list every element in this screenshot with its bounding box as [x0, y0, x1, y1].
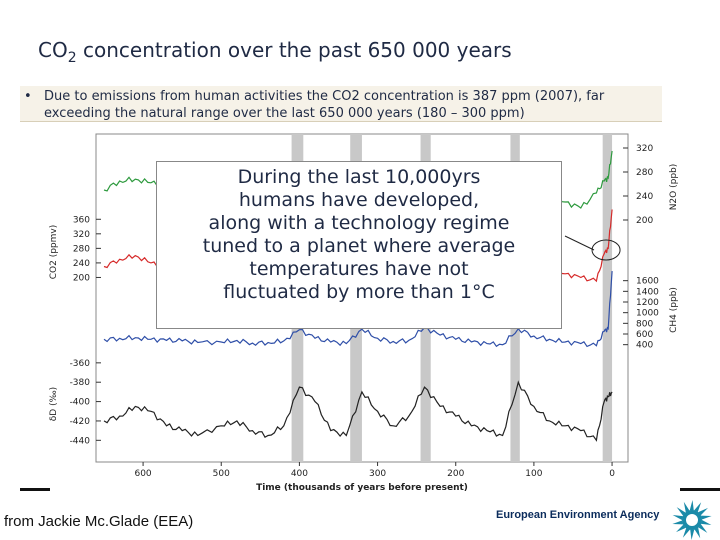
tick-label: 1200 — [636, 298, 659, 308]
tick-label: 280 — [73, 244, 90, 254]
logo-blade — [682, 528, 690, 538]
logo-blade — [701, 520, 712, 525]
eea-logo-icon — [672, 500, 712, 540]
x-tick-label: 400 — [291, 469, 308, 479]
agency-name: European Environment Agency — [496, 509, 660, 521]
bullet-box: • Due to emissions from human activities… — [20, 86, 662, 122]
tick-label: -360 — [70, 359, 91, 369]
tick-label: 1000 — [636, 309, 659, 319]
tick-label: 600 — [636, 330, 653, 340]
tick-label: -440 — [70, 436, 91, 446]
logo-blade — [683, 501, 690, 513]
logo-blade — [689, 500, 694, 511]
logo-blade — [690, 529, 695, 540]
overlay-textbox: During the last 10,000yrs humans have de… — [156, 161, 562, 329]
tick-label: -400 — [70, 398, 91, 408]
bullet-text: Due to emissions from human activities t… — [44, 89, 605, 121]
overlay-line: along with a technology regime — [208, 212, 510, 234]
logo-blade — [694, 502, 702, 512]
tick-label: 1600 — [636, 277, 659, 287]
footer-rule-left — [20, 488, 50, 491]
tick-label: 400 — [636, 341, 653, 351]
x-tick-label: 600 — [134, 469, 151, 479]
logo-blade — [701, 515, 712, 520]
overlay-line: temperatures have not — [249, 258, 469, 280]
tick-label: 240 — [73, 259, 90, 269]
tick-label: 320 — [73, 230, 90, 240]
axis-label-N2O: N2O (ppb) — [669, 164, 679, 211]
x-tick-label: 500 — [213, 469, 230, 479]
x-tick-label: 100 — [525, 469, 542, 479]
logo-blade — [676, 507, 686, 516]
series-line-δD — [103, 380, 613, 442]
logo-blade — [698, 507, 708, 516]
slide-title: CO2 concentration over the past 650 000 … — [38, 38, 512, 66]
logo-blade — [676, 524, 686, 533]
series-line-CH4 — [103, 271, 613, 348]
overlay-line: humans have developed, — [238, 189, 480, 211]
tick-label: -420 — [70, 417, 91, 427]
tick-label: 200 — [636, 216, 653, 226]
present-highlight-ring — [591, 239, 621, 261]
tick-label: 1400 — [636, 287, 659, 297]
x-tick-label: 300 — [369, 469, 386, 479]
tick-label: -380 — [70, 378, 91, 388]
tick-label: 280 — [636, 168, 653, 178]
overlay-line: During the last 10,000yrs — [237, 166, 481, 188]
overlay-line: fluctuated by more than 1°C — [223, 281, 495, 303]
x-tick-label: 0 — [609, 469, 615, 479]
logo-blade — [698, 524, 708, 533]
tick-label: 800 — [636, 319, 653, 329]
axis-label-δD: δD (‰) — [49, 387, 59, 421]
x-axis-label: Time (thousands of years before present) — [256, 483, 468, 493]
logo-blade — [694, 527, 701, 539]
bullet-dot: • — [24, 89, 32, 104]
footer-rule-right — [680, 488, 720, 491]
overlay-line: tuned to a planet where average — [202, 235, 516, 257]
pointer-line — [564, 235, 595, 251]
tick-label: 320 — [636, 144, 653, 154]
interglacial-band — [602, 134, 613, 462]
tick-label: 200 — [73, 273, 90, 283]
tick-label: 360 — [73, 215, 90, 225]
logo-blade — [672, 520, 683, 525]
axis-label-CO2: CO2 (ppmv) — [49, 225, 59, 280]
axis-label-CH4: CH4 (ppb) — [669, 287, 679, 333]
x-tick-label: 200 — [447, 469, 464, 479]
logo-blade — [672, 515, 683, 520]
credit-text: from Jackie Mc.Glade (EEA) — [4, 513, 194, 530]
tick-label: 240 — [636, 192, 653, 202]
